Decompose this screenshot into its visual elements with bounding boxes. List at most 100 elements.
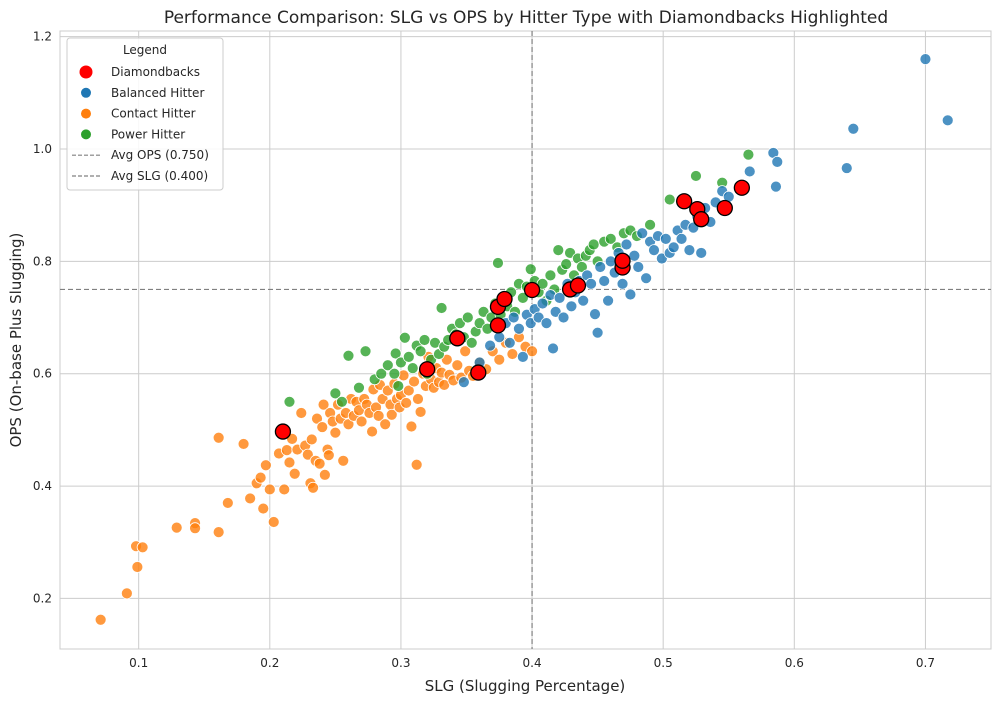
point-contact-hitter [311,412,323,425]
legend-title: Legend [123,43,167,57]
point-diamondbacks [614,252,631,269]
point-balanced-hitter [536,297,549,310]
point-contact-hitter [305,433,318,446]
point-contact-hitter [322,449,335,462]
point-balanced-hitter [695,247,708,259]
point-diamondbacks [676,193,693,210]
legend-label: Avg SLG (0.400) [111,169,208,183]
point-contact-hitter [400,397,413,409]
point-balanced-hitter [513,322,525,335]
data-points [94,53,954,626]
x-tick-label: 0.5 [654,656,673,670]
legend-label: Balanced Hitter [111,86,204,100]
point-power-hitter [402,350,415,363]
point-contact-hitter [408,375,420,388]
point-balanced-hitter [683,244,696,257]
point-contact-hitter [402,384,415,397]
point-contact-hitter [131,561,144,573]
point-power-hitter [461,311,474,324]
point-power-hitter [392,380,405,392]
point-contact-hitter [259,459,272,472]
point-contact-hitter [316,421,329,433]
point-balanced-hitter [919,53,932,65]
point-balanced-hitter [624,288,637,301]
legend-entries: Diamondbacks Balanced Hitter Contact Hitte… [72,65,209,183]
point-contact-hitter [412,393,424,405]
point-contact-hitter [451,359,464,372]
point-power-hitter [516,291,529,304]
point-contact-hitter [254,471,267,484]
legend-label: Diamondbacks [111,65,200,79]
point-contact-hitter [318,468,331,481]
point-contact-hitter [212,526,225,539]
point-diamondbacks [274,423,292,440]
point-power-hitter [353,381,365,394]
point-power-hitter [575,261,588,273]
point-balanced-hitter [632,261,645,273]
point-contact-hitter [526,345,538,358]
point-power-hitter [690,170,702,182]
point-contact-hitter [120,587,133,600]
legend-entry-avg-ops-0-750: Avg OPS (0.750) [72,148,209,162]
legend-entry-avg-slg-0-400: Avg SLG (0.400) [72,169,208,183]
point-balanced-hitter [743,165,756,178]
point-power-hitter [283,395,296,408]
point-power-hitter [389,347,402,360]
legend-entry-balanced-hitter: Balanced Hitter [81,86,204,100]
point-balanced-hitter [457,376,470,389]
legend-label: Power Hitter [111,127,185,141]
point-contact-hitter [372,409,385,422]
point-power-hitter [329,387,342,400]
point-contact-hitter [170,521,183,534]
legend-entry-power-hitter: Power Hitter [81,127,185,141]
legend-marker [79,65,93,79]
point-contact-hitter [355,415,368,428]
legend-label: Avg OPS (0.750) [111,148,209,162]
point-power-hitter [359,345,372,358]
x-tick-label: 0.7 [916,656,935,670]
point-power-hitter [375,367,388,380]
point-power-hitter [406,362,419,374]
point-balanced-hitter [620,238,633,251]
series-diamondbacks [274,179,751,440]
legend: Legend Diamondbacks Balanced Hitter Contac… [66,37,224,191]
legend-marker [81,87,91,98]
point-contact-hitter [288,467,301,480]
point-contact-hitter [257,502,270,515]
point-contact-hitter [301,448,314,461]
point-balanced-hitter [589,308,601,321]
point-power-hitter [644,218,656,231]
point-balanced-hitter [516,350,529,363]
point-power-hitter [492,257,504,269]
point-diamondbacks [419,361,436,378]
point-balanced-hitter [553,291,566,304]
point-diamondbacks [733,179,751,196]
point-balanced-hitter [565,300,578,313]
point-balanced-hitter [594,261,607,273]
point-power-hitter [560,258,573,271]
point-power-hitter [587,238,600,251]
x-tick-label: 0.1 [129,656,148,670]
point-balanced-hitter [484,339,496,352]
point-contact-hitter [459,345,472,358]
point-power-hitter [465,336,478,349]
point-contact-hitter [405,420,418,433]
point-balanced-hitter [667,241,680,254]
point-contact-hitter [278,483,291,496]
x-axis-label: SLG (Slugging Percentage) [425,677,626,695]
point-contact-hitter [307,481,319,494]
point-contact-hitter [267,516,280,528]
legend-entry-diamondbacks: Diamondbacks [79,65,200,79]
point-contact-hitter [385,408,398,421]
point-contact-hitter [212,431,225,444]
point-diamondbacks [489,317,507,334]
point-balanced-hitter [840,162,853,174]
point-contact-hitter [244,492,257,505]
point-balanced-hitter [503,336,516,349]
point-balanced-hitter [547,342,559,355]
y-tick-label: 0.8 [33,254,52,268]
point-balanced-hitter [648,244,660,257]
point-balanced-hitter [540,317,553,330]
point-power-hitter [663,193,676,206]
